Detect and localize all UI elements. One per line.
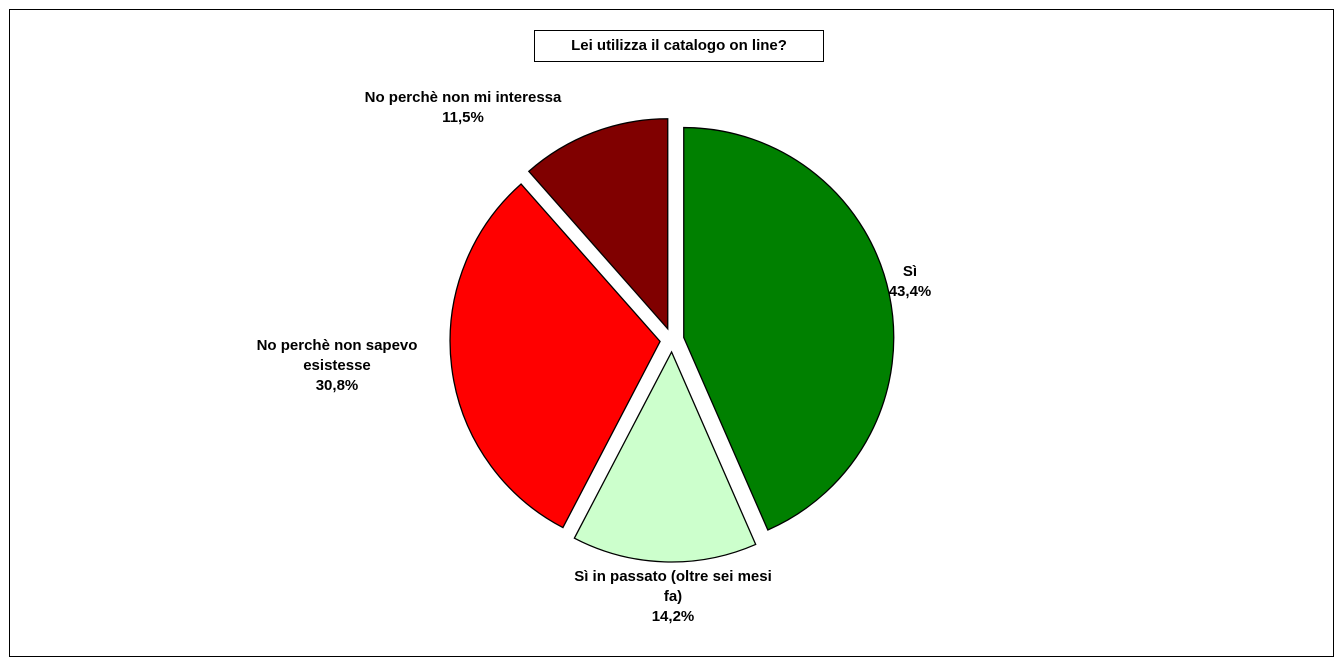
slice-value-label: 14,2% [651, 608, 695, 625]
pie-slice-si-in-passato [573, 350, 757, 563]
slice-label-text: Sì in passato (oltre sei mesi [574, 568, 772, 585]
slice-label-text: esistesse [303, 357, 371, 374]
slice-value-label: 43,4% [888, 283, 932, 300]
slice-value-label: 11,5% [442, 109, 484, 126]
pie-slice-si [683, 126, 895, 531]
slice-label-no-non-sapevo: No perchè non sapevo esistesse 30,8% [222, 336, 452, 396]
pie-slice-no-non-interessa [527, 118, 669, 331]
pie-slice-no-non-sapevo [449, 183, 661, 529]
slice-label-si: Sì 43,4% [855, 262, 965, 302]
slice-value-label: 30,8% [315, 377, 359, 394]
slice-label-text: Sì [902, 263, 918, 280]
slice-label-text: No perchè non sapevo [256, 337, 418, 354]
chart-title: Lei utilizza il catalogo on line? [534, 30, 824, 62]
slice-label-no-non-interessa: No perchè non mi interessa 11,5% [313, 88, 613, 128]
slice-label-si-in-passato: Sì in passato (oltre sei mesi fa) 14,2% [548, 567, 798, 627]
slice-label-text: No perchè non mi interessa [364, 89, 562, 106]
slice-label-text: fa) [663, 588, 683, 605]
